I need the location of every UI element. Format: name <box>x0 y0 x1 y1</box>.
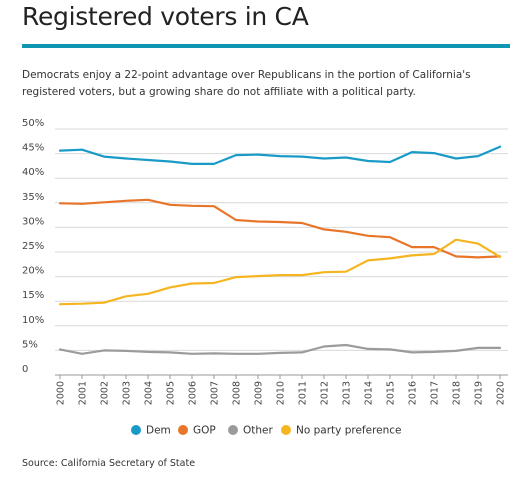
y-tick-label: 15% <box>22 290 44 301</box>
x-tick-label: 2017 <box>430 381 441 405</box>
legend-item-gop: GOP <box>178 425 216 437</box>
y-tick-label: 30% <box>22 216 44 227</box>
legend: Dem GOP Other No party preference <box>131 425 402 437</box>
y-tick-label: 5% <box>22 339 38 350</box>
x-tick-label: 2020 <box>496 381 507 405</box>
legend-item-no-party-preference: No party preference <box>281 425 402 437</box>
y-tick-label: 35% <box>22 192 44 203</box>
series-line-other <box>58 343 502 355</box>
x-tick-label: 2008 <box>232 381 243 405</box>
legend-swatch <box>131 425 141 435</box>
chart-subtitle: Democrats enjoy a 22-point advantage ove… <box>22 69 471 98</box>
x-tick-label: 2014 <box>364 381 375 405</box>
y-tick-label: 25% <box>22 241 44 252</box>
x-tick-label: 2019 <box>474 381 485 405</box>
x-tick-label: 2010 <box>276 381 287 405</box>
series-line-no-party-preference <box>58 238 502 306</box>
series-line-gop <box>58 198 502 259</box>
legend-label: Other <box>243 425 273 437</box>
y-tick-label: 0 <box>22 364 28 375</box>
x-tick-label: 2015 <box>386 381 397 405</box>
legend-swatch <box>281 425 291 435</box>
page-title: Registered voters in CA <box>22 2 309 31</box>
series-line-dem <box>58 145 502 165</box>
legend-swatch <box>178 425 188 435</box>
x-tick-label: 2016 <box>408 381 419 405</box>
y-tick-label: 40% <box>22 167 44 178</box>
series-lines <box>58 145 502 355</box>
x-tick-label: 2002 <box>100 381 111 405</box>
source-note: Source: California Secretary of State <box>22 458 196 469</box>
legend-item-other: Other <box>228 425 273 437</box>
x-tick-label: 2001 <box>78 381 89 405</box>
x-tick-label: 2012 <box>320 381 331 405</box>
y-tick-label: 10% <box>22 315 44 326</box>
legend-item-dem: Dem <box>131 425 171 437</box>
x-tick-label: 2009 <box>254 381 265 405</box>
x-tick-label: 2007 <box>210 381 221 405</box>
y-tick-label: 50% <box>22 118 44 129</box>
legend-swatch <box>228 425 238 435</box>
x-tick-label: 2006 <box>188 381 199 405</box>
x-axis-labels: 2000 2001 2002 2003 2004 2005 2006 2007 2008 2009… <box>56 375 507 405</box>
x-tick-label: 2013 <box>342 381 353 405</box>
x-tick-label: 2018 <box>452 381 463 405</box>
y-tick-label: 20% <box>22 266 44 277</box>
x-tick-label: 2004 <box>144 381 155 405</box>
x-tick-label: 2000 <box>56 381 67 405</box>
legend-label: No party preference <box>296 425 402 437</box>
title-rule <box>22 44 510 48</box>
gridlines <box>55 128 508 376</box>
x-tick-label: 2003 <box>122 381 133 405</box>
legend-label: Dem <box>146 425 171 437</box>
y-axis-labels: 50% 45% 40% 35% 30% 25% 20% 15% 10% 5% 0 <box>22 118 44 375</box>
legend-label: GOP <box>193 425 216 437</box>
y-tick-label: 45% <box>22 143 44 154</box>
x-tick-label: 2011 <box>298 381 309 405</box>
x-tick-label: 2005 <box>166 381 177 405</box>
